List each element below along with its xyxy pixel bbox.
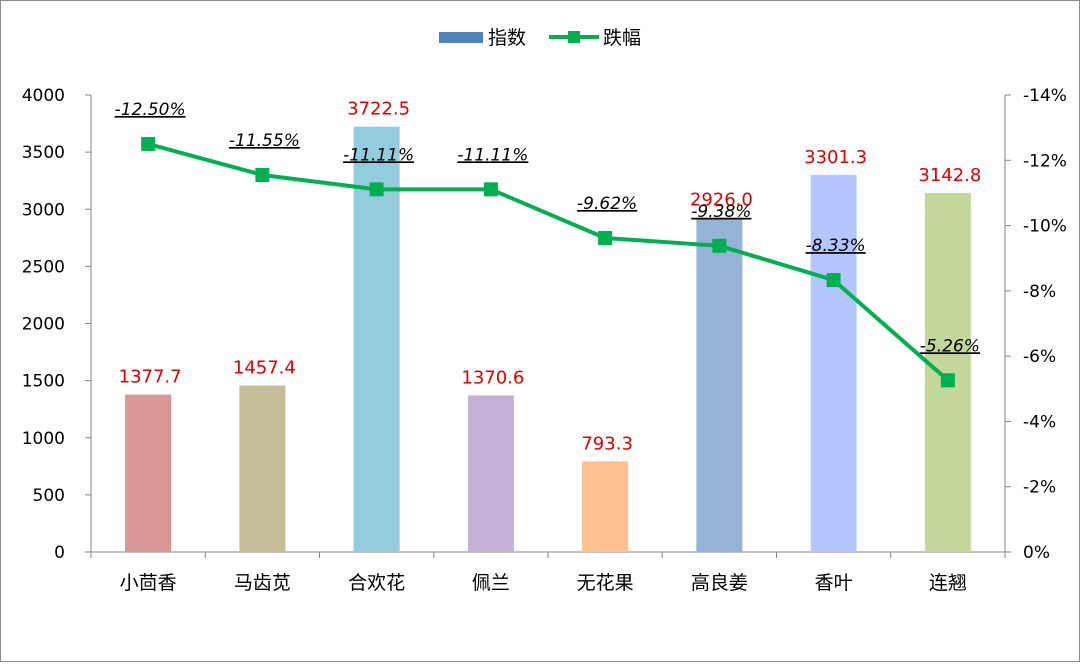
left-tick-label: 1000 bbox=[22, 429, 65, 449]
line-point bbox=[826, 273, 841, 288]
left-tick-label: 3000 bbox=[22, 200, 65, 220]
bar-series bbox=[125, 126, 971, 552]
bar-value-label: 2926.0 bbox=[690, 190, 753, 211]
legend-bar-label: 指数 bbox=[488, 27, 526, 49]
bar-value-label: 3142.8 bbox=[918, 165, 981, 186]
left-tick-label: 1500 bbox=[22, 372, 65, 392]
bar bbox=[125, 394, 172, 552]
line-value-label: -9.62% bbox=[577, 194, 637, 214]
line-series bbox=[141, 136, 955, 388]
category-label: 连翘 bbox=[929, 572, 967, 594]
right-tick-label: -10% bbox=[1023, 217, 1067, 237]
bar-value-label: 793.3 bbox=[581, 433, 633, 454]
line-point bbox=[483, 182, 498, 197]
bar bbox=[239, 385, 286, 552]
left-tick-label: 3500 bbox=[22, 143, 65, 163]
right-tick-label: -14% bbox=[1023, 86, 1067, 106]
bar-value-label: 1370.6 bbox=[461, 367, 524, 388]
right-tick-label: -8% bbox=[1023, 282, 1056, 302]
right-tick-label: -12% bbox=[1023, 151, 1067, 171]
right-tick-label: -2% bbox=[1023, 478, 1056, 498]
line-value-label: -8.33% bbox=[806, 236, 866, 256]
bar bbox=[810, 174, 857, 552]
line-value-label: -11.55% bbox=[229, 131, 300, 151]
line-point bbox=[598, 230, 613, 245]
right-tick-label: -6% bbox=[1023, 347, 1056, 367]
line-value-label: -5.26% bbox=[920, 336, 980, 356]
left-tick-label: 4000 bbox=[22, 86, 65, 106]
category-label: 高良姜 bbox=[691, 572, 748, 594]
bar-value-label: 3722.5 bbox=[347, 99, 410, 120]
bar bbox=[353, 126, 400, 552]
left-tick-label: 0 bbox=[54, 543, 65, 563]
line-path bbox=[147, 142, 950, 382]
line-point bbox=[255, 167, 270, 182]
line-point bbox=[369, 182, 384, 197]
line-point bbox=[712, 238, 727, 253]
bar bbox=[582, 461, 629, 552]
right-tick-label: 0% bbox=[1023, 543, 1050, 563]
line-value-label: -11.11% bbox=[457, 145, 528, 165]
category-label: 小茴香 bbox=[120, 572, 177, 594]
line-value-label: -11.11% bbox=[343, 145, 414, 165]
bar bbox=[696, 217, 743, 552]
left-tick-label: 2000 bbox=[22, 315, 65, 335]
category-label: 香叶 bbox=[815, 572, 853, 594]
bar bbox=[467, 395, 514, 552]
legend: 指数 跌幅 bbox=[439, 27, 641, 49]
category-label: 佩兰 bbox=[472, 572, 510, 594]
left-tick-label: 500 bbox=[33, 486, 65, 506]
legend-line-marker bbox=[568, 31, 580, 43]
axes: 0 500 1000 1500 2000 2500 3000 3500 4000 0% -2% -4%… bbox=[22, 86, 1067, 594]
line-value-label: -12.50% bbox=[115, 100, 186, 120]
bar-value-label: 3301.3 bbox=[804, 147, 867, 168]
data-labels: 1377.7 1457.4 3722.5 1370.6 793.3 2926.0 3301.… bbox=[115, 99, 982, 455]
bar-value-label: 1457.4 bbox=[233, 357, 296, 378]
category-label: 马齿苋 bbox=[234, 572, 291, 594]
line-value-label: -9.38% bbox=[691, 202, 751, 222]
category-label: 合欢花 bbox=[348, 572, 405, 594]
legend-bar-swatch bbox=[439, 32, 483, 43]
bar-value-label: 1377.7 bbox=[119, 367, 182, 388]
legend-line-label: 跌幅 bbox=[603, 27, 641, 49]
line-point bbox=[141, 136, 156, 151]
left-tick-label: 2500 bbox=[22, 257, 65, 277]
bar bbox=[924, 192, 971, 552]
category-label: 无花果 bbox=[577, 572, 634, 594]
line-point bbox=[940, 373, 955, 388]
right-tick-label: -4% bbox=[1023, 412, 1056, 432]
